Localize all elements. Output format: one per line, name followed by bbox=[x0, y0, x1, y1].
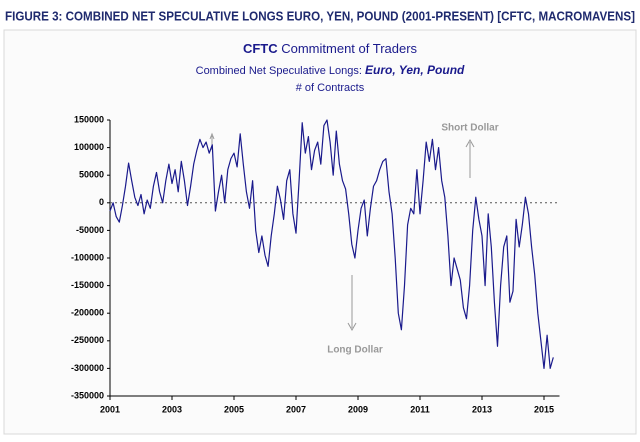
y-tick-label: -150000 bbox=[71, 280, 104, 290]
y-tick-label: 100000 bbox=[74, 142, 104, 152]
annotation: Short Dollar bbox=[441, 123, 498, 134]
y-tick-label: -300000 bbox=[71, 363, 104, 373]
x-tick-label: 2001 bbox=[100, 404, 120, 414]
x-tick-label: 2011 bbox=[410, 404, 430, 414]
y-tick-label: -100000 bbox=[71, 252, 104, 262]
x-tick-label: 2003 bbox=[162, 404, 182, 414]
y-tick-label: 0 bbox=[99, 197, 104, 207]
y-tick-label: 150000 bbox=[74, 114, 104, 124]
arrow-head bbox=[347, 322, 357, 332]
chart-title: CFTC Commitment of Traders bbox=[243, 41, 418, 56]
title-text: Commitment of Traders bbox=[281, 41, 417, 56]
x-tick-label: 2005 bbox=[224, 404, 244, 414]
y-tick-label: -200000 bbox=[71, 308, 104, 318]
subtitle-text: Combined Net Speculative Longs: bbox=[196, 65, 362, 77]
x-tick-label: 2015 bbox=[534, 404, 554, 414]
y-tick-label: -250000 bbox=[71, 335, 104, 345]
x-tick-label: 2013 bbox=[472, 404, 492, 414]
arrow-head bbox=[209, 132, 215, 140]
subtitle: Combined Net Speculative Longs: Euro, Ye… bbox=[196, 63, 465, 77]
subtitle-emphasis: Euro, Yen, Pound bbox=[365, 63, 465, 77]
arrow-head bbox=[465, 138, 475, 148]
data-line bbox=[109, 119, 554, 369]
title-prefix: CFTC bbox=[243, 41, 278, 56]
x-tick-label: 2007 bbox=[286, 404, 306, 414]
annotation: Long Dollar bbox=[327, 345, 383, 356]
x-tick-label: 2009 bbox=[348, 404, 368, 414]
y-tick-label: 50000 bbox=[79, 170, 104, 180]
y-axis-label: # of Contracts bbox=[296, 82, 365, 94]
y-tick-label: -50000 bbox=[76, 225, 104, 235]
y-tick-label: -350000 bbox=[71, 390, 104, 400]
figure-caption: FIGURE 3: COMBINED NET SPECULATIVE LONGS… bbox=[5, 8, 635, 23]
